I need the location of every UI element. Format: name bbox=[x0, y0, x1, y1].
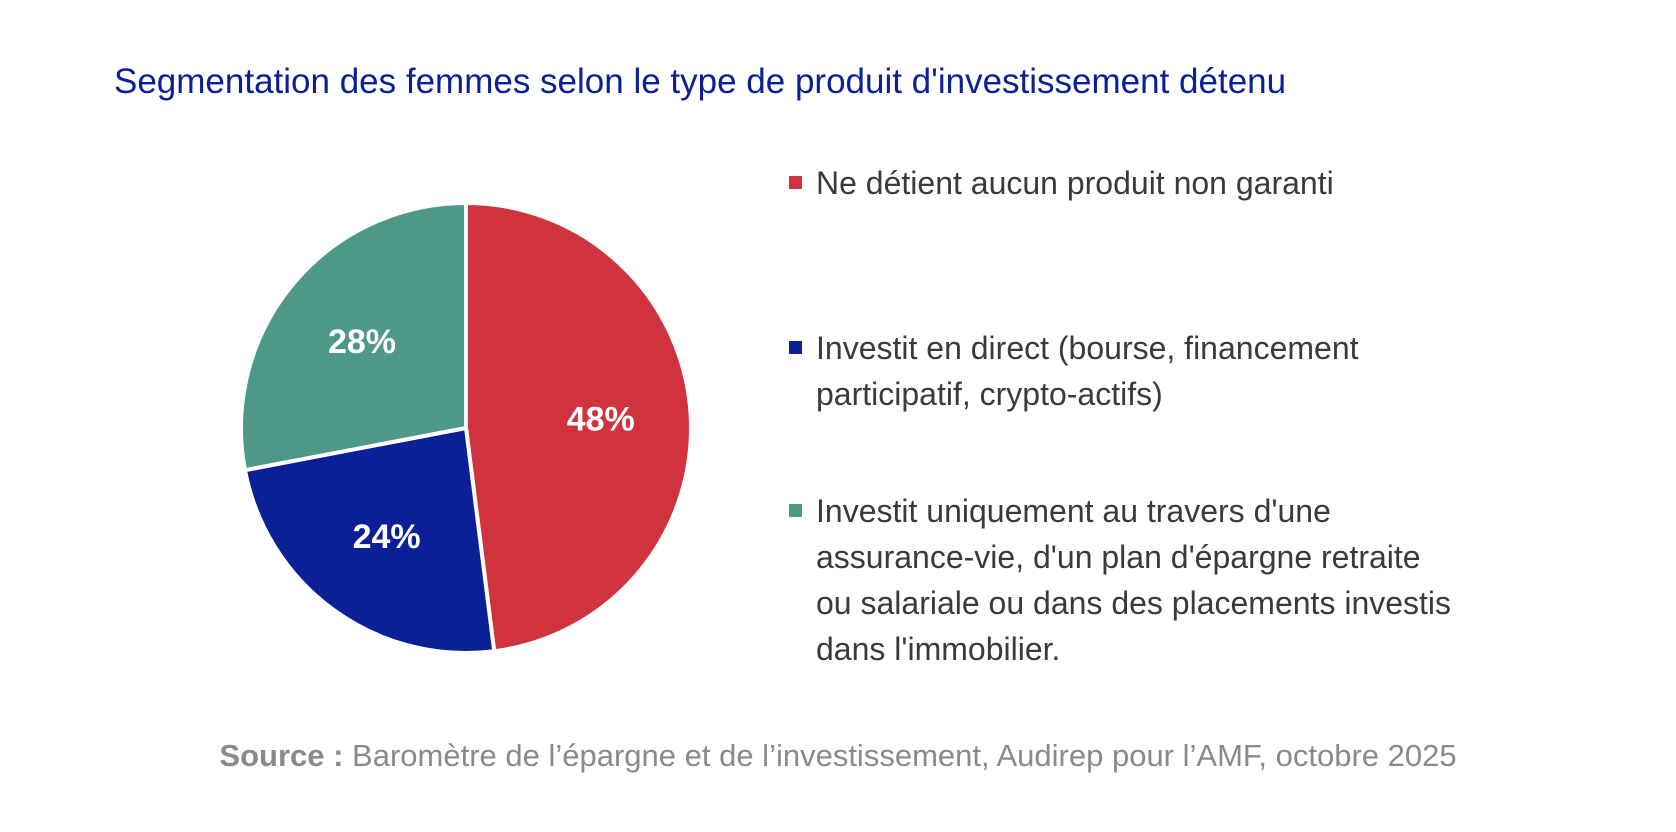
pie-slice-indirect-investment bbox=[239, 201, 468, 473]
source-text: Baromètre de l’épargne et de l’investiss… bbox=[343, 738, 1457, 773]
legend-item-direct-investment: Investit en direct (bourse, financement … bbox=[789, 325, 1536, 417]
legend-swatch-blue bbox=[789, 341, 802, 354]
pie-chart-svg: 48% 24% 28% bbox=[239, 201, 693, 655]
chart-title: Segmentation des femmes selon le type de… bbox=[114, 62, 1287, 101]
slice-label-48: 48% bbox=[567, 401, 635, 439]
pie-slice-no-unsecured-product bbox=[464, 201, 693, 654]
legend-swatch-red bbox=[789, 176, 802, 189]
slice-label-24: 24% bbox=[353, 518, 421, 556]
legend-item-no-unsecured-product: Ne détient aucun produit non garanti bbox=[789, 160, 1536, 206]
legend-label: Investit en direct (bourse, financement … bbox=[816, 330, 1359, 412]
slice-label-28: 28% bbox=[328, 323, 396, 361]
source-note: Source : Baromètre de l’épargne et de l’… bbox=[0, 738, 1676, 774]
pie-chart: 48% 24% 28% bbox=[0, 0, 760, 720]
source-label: Source : bbox=[219, 738, 344, 773]
legend-label: Investit uniquement au travers d'une ass… bbox=[816, 493, 1452, 667]
legend-label: Ne détient aucun produit non garanti bbox=[816, 165, 1334, 201]
pie-slice-direct-investment bbox=[242, 426, 497, 655]
legend-swatch-teal bbox=[789, 504, 802, 517]
legend-item-indirect-investment: Investit uniquement au travers d'une ass… bbox=[789, 488, 1536, 672]
